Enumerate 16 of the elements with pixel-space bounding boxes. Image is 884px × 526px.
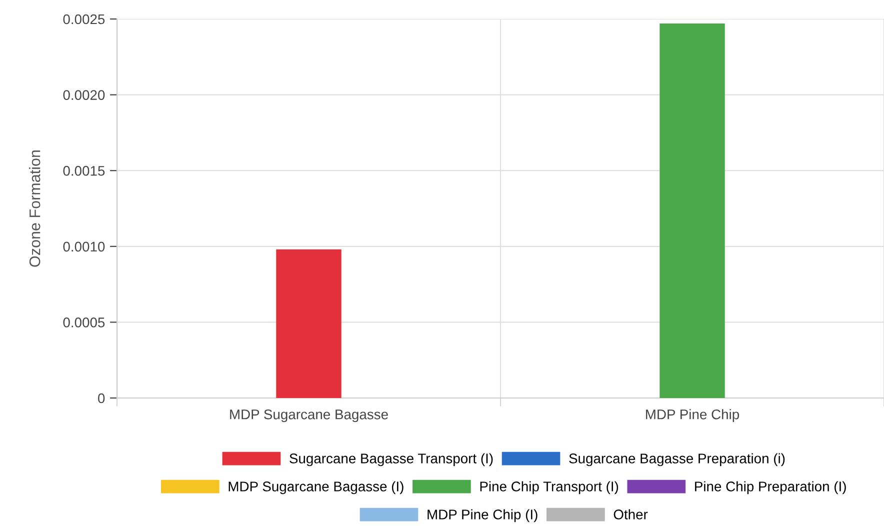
legend-label: Pine Chip Transport (I) [480,481,618,494]
y-tick-label: 0.0010 [63,242,105,252]
legend-label: Other [614,509,648,520]
y-tick-label: 0.0015 [63,166,105,176]
x-tick-label: MDP Sugarcane Bagasse [230,409,388,422]
y-tick-label: 0.0005 [63,318,105,328]
legend-label: MDP Sugarcane Bagasse (I) [228,481,404,494]
y-tick-label: 0 [98,393,105,404]
legend-label: MDP Pine Chip (I) [428,509,538,522]
y-tick-label: 0.0020 [63,90,105,100]
legend-label: Pine Chip Preparation (I) [695,481,846,494]
y-axis-title: Ozone Formation [29,150,40,267]
legend-label: Sugarcane Bagasse Transport (I) [290,453,493,466]
y-tick-label: 0.0025 [63,14,105,24]
legend-label: Sugarcane Bagasse Preparation (i) [569,453,785,466]
x-tick-label: MDP Pine Chip [646,409,740,422]
